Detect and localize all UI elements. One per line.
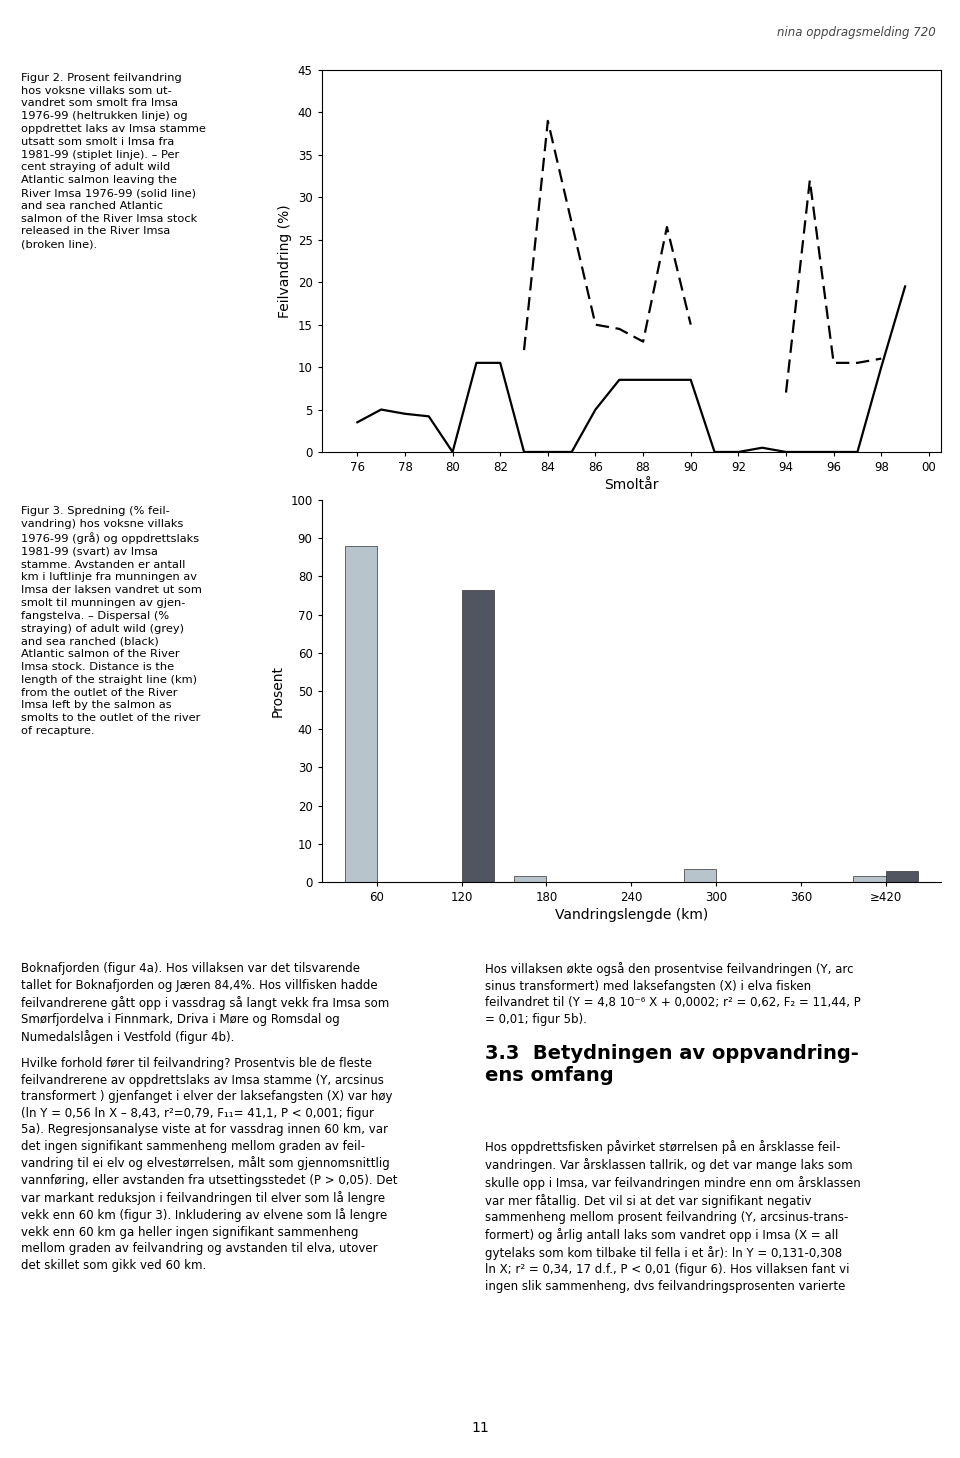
X-axis label: Smoltår: Smoltår xyxy=(604,478,659,493)
Text: 3.3  Betydningen av oppvandring-
ens omfang: 3.3 Betydningen av oppvandring- ens omfa… xyxy=(485,1044,858,1085)
Bar xyxy=(515,876,546,882)
Bar xyxy=(886,870,918,882)
X-axis label: Vandringslengde (km): Vandringslengde (km) xyxy=(555,908,708,923)
Bar xyxy=(853,876,886,882)
Text: Hos oppdrettsfisken påvirket størrelsen på en årsklasse feil-
vandringen. Var år: Hos oppdrettsfisken påvirket størrelsen … xyxy=(485,1140,860,1293)
Bar xyxy=(462,590,493,882)
Bar xyxy=(345,545,376,882)
Text: Hos villaksen økte også den prosentvise feilvandringen (Y, arc
sinus transformer: Hos villaksen økte også den prosentvise … xyxy=(485,962,860,1026)
Text: Figur 2. Prosent feilvandring
hos voksne villaks som ut-
vandret som smolt fra I: Figur 2. Prosent feilvandring hos voksne… xyxy=(21,73,206,249)
Bar xyxy=(684,869,716,882)
Text: nina oppdragsmelding 720: nina oppdragsmelding 720 xyxy=(778,26,936,38)
Y-axis label: Feilvandring (%): Feilvandring (%) xyxy=(278,204,292,318)
Text: Hvilke forhold fører til feilvandring? Prosentvis ble de fleste
feilvandrerene a: Hvilke forhold fører til feilvandring? P… xyxy=(21,1057,397,1271)
Text: Figur 3. Spredning (% feil-
vandring) hos voksne villaks
1976-99 (grå) og oppdre: Figur 3. Spredning (% feil- vandring) ho… xyxy=(21,506,202,736)
Text: 11: 11 xyxy=(471,1420,489,1435)
Text: Boknafjorden (figur 4a). Hos villaksen var det tilsvarende
tallet for Boknafjord: Boknafjorden (figur 4a). Hos villaksen v… xyxy=(21,962,390,1044)
Y-axis label: Prosent: Prosent xyxy=(271,665,285,717)
